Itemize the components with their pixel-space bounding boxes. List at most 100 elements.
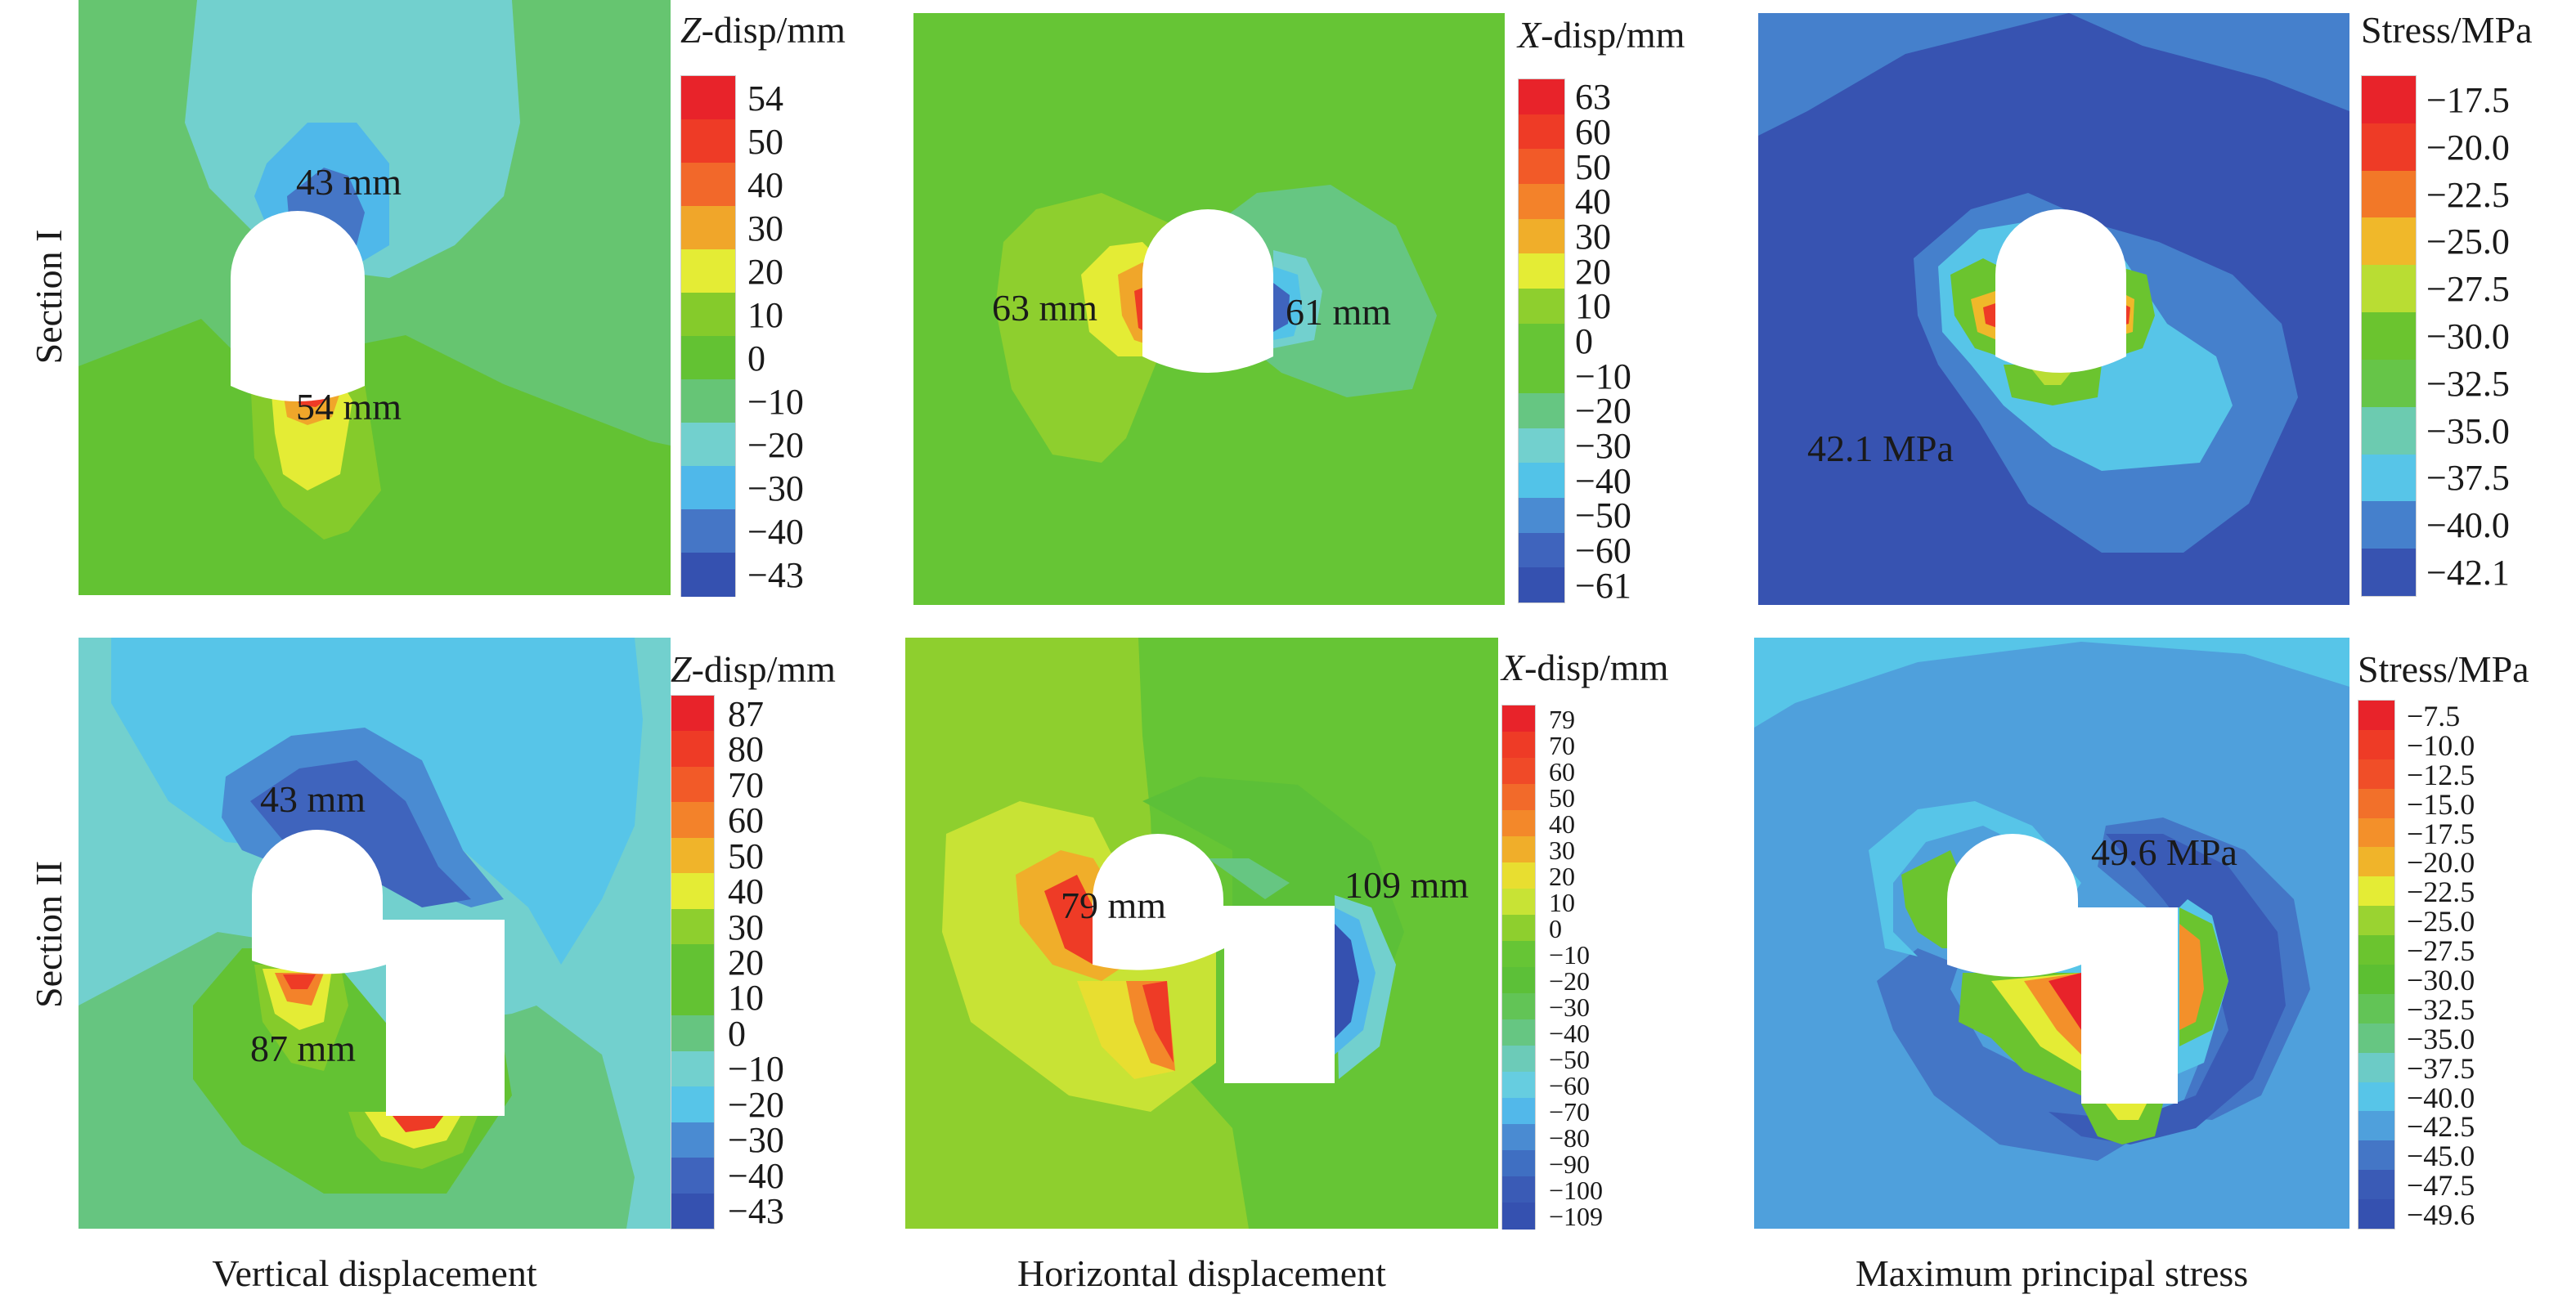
colorbar-tick-label: 87 xyxy=(728,693,764,734)
colorbar-band xyxy=(681,163,735,207)
annotation-max-positive: 54 mm xyxy=(296,386,402,428)
colorbar-tick-label: −27.5 xyxy=(2426,269,2510,310)
colorbar-band xyxy=(1502,941,1535,968)
colorbar-tick-label: −43 xyxy=(747,554,804,595)
colorbar-band xyxy=(1519,289,1564,325)
colorbar-band xyxy=(2358,847,2394,877)
colorbar-title-unit: -disp/mm xyxy=(691,648,836,690)
colorbar-band xyxy=(1502,889,1535,916)
colorbar-band xyxy=(1519,358,1564,394)
colorbar-band xyxy=(1519,498,1564,534)
contour-region xyxy=(1335,924,1359,1038)
colorbar-title-unit: -disp/mm xyxy=(1524,647,1669,688)
opening-tunnel xyxy=(1995,209,2126,373)
colorbar-band xyxy=(671,944,714,981)
colorbar-band xyxy=(2358,993,2394,1024)
colorbar-tick-label: 30 xyxy=(747,208,783,249)
colorbar-band xyxy=(1519,428,1564,464)
colorbar-tick-label: −32.5 xyxy=(2407,992,2475,1026)
colorbar-band xyxy=(1502,1019,1535,1046)
colorbar-title-variable: Z xyxy=(680,9,702,51)
colorbar-tick-label: 79 xyxy=(1549,705,1575,734)
colorbar-band xyxy=(1519,218,1564,254)
column-label-stress: Maximum principal stress xyxy=(1855,1252,2249,1294)
colorbar-tick-label: −12.5 xyxy=(2407,758,2475,791)
annotation-max-positive: 63 mm xyxy=(992,287,1098,329)
colorbar-tick-label: 70 xyxy=(1549,731,1575,760)
colorbar-title: Z-disp/mm xyxy=(680,11,846,49)
colorbar-band xyxy=(1502,1176,1535,1203)
row-label-section-2: Section II xyxy=(28,860,70,1008)
colorbar-tick-label: 10 xyxy=(1549,888,1575,917)
colorbar-tick-label: 10 xyxy=(728,978,764,1019)
colorbar-tick-label: −20.0 xyxy=(2426,127,2510,168)
colorbar-tick-label: 40 xyxy=(728,871,764,912)
contour-region xyxy=(2081,1104,2163,1144)
colorbar-band xyxy=(681,379,735,423)
colorbar-band xyxy=(1519,393,1564,429)
colorbar-band xyxy=(1502,1124,1535,1151)
colorbar-band xyxy=(671,696,714,732)
contour-region xyxy=(1971,291,1997,340)
colorbar-tick-label: −32.5 xyxy=(2426,363,2510,404)
colorbar-tick-label: −10 xyxy=(1575,356,1631,396)
colorbar-strip xyxy=(2361,75,2417,597)
colorbar-title-unit: -disp/mm xyxy=(1541,14,1685,56)
colorbar-band xyxy=(1519,567,1564,603)
colorbar-tick-label: 63 xyxy=(1575,77,1611,118)
annotation-max-negative: 61 mm xyxy=(1286,291,1392,333)
colorbar-band xyxy=(2362,549,2416,597)
colorbar-band xyxy=(2358,1052,2394,1083)
colorbar-tick-label: −20 xyxy=(747,424,804,465)
annotation-max-stress: 49.6 MPa xyxy=(2091,831,2237,873)
colorbar-band xyxy=(1502,967,1535,994)
colorbar-band xyxy=(1519,149,1564,185)
colorbar-tick-label: −10 xyxy=(728,1049,784,1090)
colorbar-band xyxy=(2358,759,2394,790)
contour-region xyxy=(1273,283,1290,332)
colorbar-band xyxy=(2358,1170,2394,1200)
colorbar-band xyxy=(671,1158,714,1194)
colorbar-title-variable: Z xyxy=(671,648,692,690)
colorbar-band xyxy=(2358,906,2394,936)
colorbar-strip xyxy=(680,75,736,597)
colorbar-tick-label: −22.5 xyxy=(2407,876,2475,909)
colorbar-band xyxy=(671,802,714,839)
colorbar-band xyxy=(1502,1150,1535,1177)
colorbar-tick-label: −40 xyxy=(1549,1019,1591,1048)
colorbar-tick-label: −10.0 xyxy=(2407,728,2475,762)
colorbar-band xyxy=(2362,501,2416,549)
opening-tunnel xyxy=(1142,209,1273,373)
colorbar-tick-label: −30 xyxy=(1549,992,1591,1022)
colorbar-band xyxy=(671,731,714,768)
contour-s1-horizontal: 63 mm 61 mm xyxy=(913,13,1505,605)
colorbar-band xyxy=(2358,729,2394,760)
colorbar-band xyxy=(2358,1111,2394,1141)
colorbar-band xyxy=(681,249,735,293)
colorbar-tick-label: −109 xyxy=(1549,1202,1604,1231)
colorbar-band xyxy=(1519,79,1564,115)
colorbar-tick-label: −35.0 xyxy=(2407,1022,2475,1055)
colorbar-band xyxy=(1519,463,1564,499)
colorbar-tick-label: −80 xyxy=(1549,1123,1591,1153)
colorbar-tick-label: 30 xyxy=(1549,835,1575,865)
colorbar-tick-label: −17.5 xyxy=(2426,79,2510,120)
colorbar-band xyxy=(2358,965,2394,995)
colorbar-band xyxy=(2362,454,2416,502)
colorbar-tick-label: 60 xyxy=(728,800,764,841)
opening-chamber xyxy=(1947,834,2178,1104)
colorbar-tick-label: 40 xyxy=(1575,181,1611,222)
colorbar-strip xyxy=(671,695,715,1230)
colorbar-strip xyxy=(1518,78,1565,603)
colorbar-title-unit: -disp/mm xyxy=(701,9,846,51)
contour-region xyxy=(2106,1104,2147,1120)
colorbar-band xyxy=(681,553,735,597)
colorbar-strip xyxy=(2358,700,2395,1230)
column-label-vertical: Vertical displacement xyxy=(212,1252,537,1294)
colorbar-band xyxy=(681,466,735,510)
colorbar-tick-label: 0 xyxy=(1575,321,1593,361)
colorbar-band xyxy=(671,873,714,910)
colorbar-tick-label: 50 xyxy=(1549,783,1575,813)
colorbar-tick-label: −40 xyxy=(728,1155,784,1196)
colorbar-band xyxy=(681,509,735,553)
